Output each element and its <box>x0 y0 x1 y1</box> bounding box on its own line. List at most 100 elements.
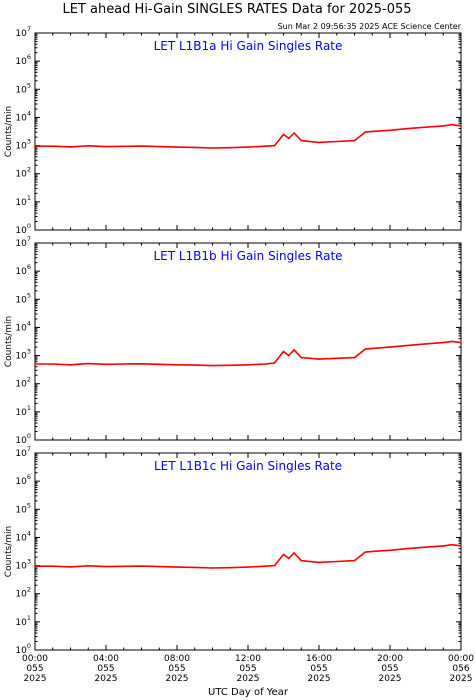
rate-data-point <box>389 346 391 348</box>
y-axis-label: Counts/min <box>4 526 14 577</box>
rate-data-point <box>406 547 409 550</box>
rate-data-point <box>158 145 161 148</box>
plot-frame <box>34 452 462 651</box>
y-tick-label: 102 <box>15 586 31 600</box>
y-tick-label: 107 <box>15 235 31 249</box>
rate-data-point <box>389 549 391 552</box>
rate-data-point <box>442 341 445 344</box>
rate-data-point <box>264 363 267 365</box>
rate-data-point <box>364 131 366 133</box>
x-tick-label: 00:00 056 2025 <box>448 654 474 684</box>
rate-data-point <box>293 132 295 134</box>
rate-data-point <box>282 553 285 556</box>
rate-data-point <box>193 566 196 569</box>
rate-data-point <box>460 341 462 344</box>
rate-data-point <box>229 146 232 149</box>
x-tick-label: 00:00 055 2025 <box>22 654 48 684</box>
rate-data-point <box>371 130 374 133</box>
generation-timestamp: Sun Mar 2 09:56:35 2025 ACE Science Cent… <box>278 22 462 31</box>
rate-data-point <box>247 566 249 568</box>
rate-data-point <box>247 146 249 148</box>
y-tick-label: 100 <box>15 222 31 236</box>
rate-data-point <box>371 347 374 350</box>
x-tick-label: 12:00 055 2025 <box>235 654 261 684</box>
rate-data-point <box>424 343 427 345</box>
rate-data-point <box>34 145 36 147</box>
y-tick-label: 105 <box>15 81 31 95</box>
y-tick-label: 103 <box>15 558 31 572</box>
rate-data-point <box>273 564 276 567</box>
rate-data-point <box>335 140 338 143</box>
rate-data-point <box>293 552 295 554</box>
rate-data-point <box>300 559 303 562</box>
x-tick-label: 16:00 055 2025 <box>306 654 332 684</box>
rate-data-point <box>51 565 54 567</box>
rate-data-point <box>318 561 320 564</box>
y-tick-label: 106 <box>15 473 31 487</box>
panel-title: LET L1B1a Hi Gain Singles Rate <box>154 39 343 53</box>
y-tick-label: 106 <box>15 263 31 277</box>
chart-panel-1: 100 101 102 103 104 105 106 107 Counts/min LET L1… <box>4 25 462 236</box>
rate-data-point <box>247 363 249 366</box>
rate-series-line <box>35 340 462 367</box>
rate-data-point <box>335 560 338 563</box>
rate-data-point <box>353 356 356 359</box>
rate-data-point <box>69 363 72 366</box>
y-axis-label: Counts/min <box>4 106 14 157</box>
x-tick-label: 08:00 055 2025 <box>164 654 190 684</box>
rate-series-line <box>35 123 462 149</box>
y-tick-label: 101 <box>15 614 31 628</box>
rate-data-point <box>122 145 125 148</box>
rate-data-point <box>424 126 427 128</box>
y-tick-label: 101 <box>15 194 31 208</box>
rate-data-point <box>122 363 125 365</box>
rate-data-point <box>34 565 36 567</box>
rate-data-point <box>51 363 54 365</box>
rate-data-point <box>282 133 285 136</box>
y-tick-label: 104 <box>15 109 31 123</box>
plot-frame <box>34 32 462 231</box>
rate-data-point <box>211 147 214 149</box>
rate-data-point <box>140 565 143 567</box>
y-tick-label: 103 <box>15 138 31 152</box>
rate-data-point <box>87 145 90 147</box>
plot-frame <box>34 242 462 441</box>
rate-data-point <box>211 364 214 367</box>
rate-data-point <box>451 340 453 343</box>
rate-data-point <box>353 559 356 562</box>
chart-panel-2: 100 101 102 103 104 105 106 107 Counts/min LET L1… <box>4 235 462 446</box>
rate-data-point <box>158 363 161 366</box>
panel-title: LET L1B1c Hi Gain Singles Rate <box>154 459 342 473</box>
chart-panel-3: 100 101 102 103 104 105 106 107 Counts/min LET L1… <box>4 445 462 656</box>
y-tick-label: 107 <box>15 25 31 39</box>
rate-data-point <box>460 125 462 127</box>
y-tick-label: 106 <box>15 53 31 67</box>
y-tick-label: 104 <box>15 319 31 333</box>
rate-data-point <box>176 566 178 568</box>
x-axis-label: UTC Day of Year <box>208 687 289 698</box>
panel-title: LET L1B1b Hi Gain Singles Rate <box>153 249 342 263</box>
rate-data-point <box>51 145 54 147</box>
y-tick-label: 107 <box>15 445 31 459</box>
rate-data-point <box>389 129 391 132</box>
rate-series-line <box>35 543 462 569</box>
rate-data-point <box>229 566 232 569</box>
rate-data-point <box>335 357 338 360</box>
rate-data-point <box>318 358 320 360</box>
rate-data-point <box>318 141 320 144</box>
rate-data-point <box>87 565 90 567</box>
rate-data-point <box>193 146 196 149</box>
rate-data-point <box>353 139 356 142</box>
x-tick-label: 20:00 055 2025 <box>377 654 403 684</box>
y-tick-label: 105 <box>15 291 31 305</box>
rate-data-point <box>293 349 295 351</box>
rate-data-point <box>34 363 36 365</box>
figure-title: LET ahead Hi-Gain SINGLES RATES Data for… <box>62 2 411 17</box>
rate-data-point <box>69 566 72 568</box>
rate-data-point <box>288 354 290 357</box>
rate-data-point <box>105 363 107 366</box>
y-tick-label: 100 <box>15 432 31 446</box>
y-tick-label: 102 <box>15 376 31 390</box>
rate-data-point <box>288 557 290 560</box>
